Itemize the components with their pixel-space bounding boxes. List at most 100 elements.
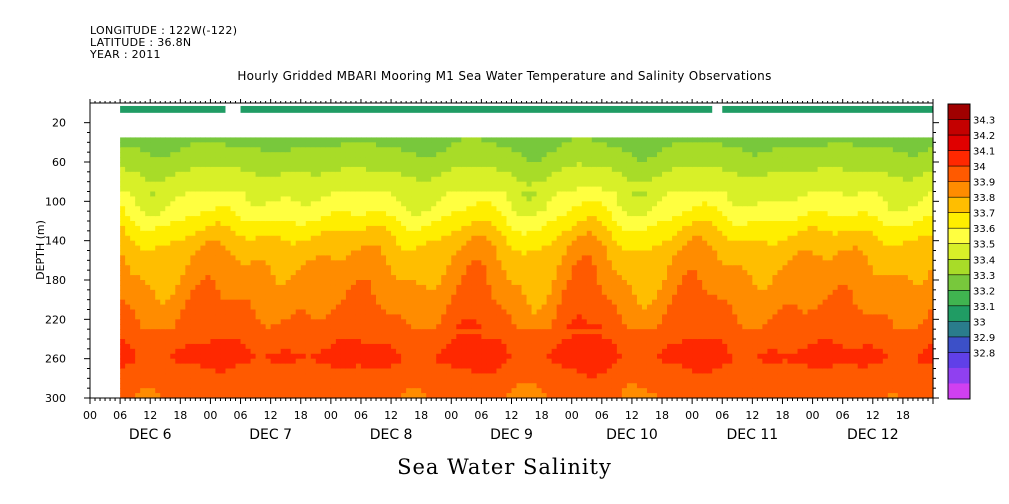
salinity-cell xyxy=(536,289,543,296)
salinity-cell xyxy=(491,304,498,311)
salinity-cell xyxy=(315,176,322,183)
salinity-cell xyxy=(541,319,548,325)
salinity-cell xyxy=(235,289,242,296)
salinity-cell xyxy=(290,186,297,193)
salinity-cell xyxy=(245,353,252,360)
salinity-cell xyxy=(205,334,212,340)
salinity-cell xyxy=(496,211,503,217)
salinity-cell xyxy=(170,388,176,394)
salinity-cell xyxy=(461,388,467,394)
salinity-cell xyxy=(586,240,593,247)
salinity-cell xyxy=(360,280,367,286)
salinity-cell xyxy=(285,363,292,370)
salinity-cell xyxy=(436,314,442,320)
salinity-cell xyxy=(376,255,382,261)
salinity-cell xyxy=(386,186,392,193)
salinity-cell xyxy=(155,309,161,316)
salinity-cell xyxy=(481,147,488,153)
salinity-cell xyxy=(180,181,186,188)
salinity-cell xyxy=(561,353,568,360)
salinity-cell xyxy=(496,201,503,207)
salinity-cell xyxy=(320,275,327,281)
salinity-cell xyxy=(290,314,297,320)
salinity-cell xyxy=(391,152,397,158)
salinity-cell xyxy=(210,157,217,163)
salinity-cell xyxy=(220,334,227,340)
salinity-cell xyxy=(350,152,357,158)
salinity-cell xyxy=(456,299,462,306)
salinity-cell xyxy=(421,329,427,335)
salinity-cell xyxy=(195,309,201,316)
salinity-cell xyxy=(426,206,432,212)
salinity-cell xyxy=(175,201,181,207)
salinity-cell xyxy=(260,294,267,301)
salinity-cell xyxy=(406,221,412,227)
salinity-cell xyxy=(155,383,161,389)
salinity-cell xyxy=(406,294,412,301)
salinity-cell xyxy=(160,240,166,247)
salinity-cell xyxy=(190,314,196,320)
salinity-cell xyxy=(260,171,267,178)
salinity-cell xyxy=(586,353,593,360)
salinity-cell xyxy=(551,225,558,232)
salinity-cell xyxy=(140,329,146,335)
salinity-cell xyxy=(401,162,407,168)
salinity-cell xyxy=(235,373,242,379)
salinity-cell xyxy=(381,314,387,320)
salinity-cell xyxy=(556,265,563,271)
salinity-cell xyxy=(360,373,367,379)
salinity-cell xyxy=(235,304,242,311)
salinity-cell xyxy=(140,235,146,242)
salinity-cell xyxy=(556,250,563,257)
salinity-cell xyxy=(561,339,568,345)
salinity-cell xyxy=(205,245,212,252)
salinity-cell xyxy=(556,230,563,237)
salinity-cell xyxy=(461,393,467,399)
salinity-cell xyxy=(436,393,442,399)
salinity-cell xyxy=(531,388,538,394)
salinity-cell xyxy=(275,284,282,291)
salinity-cell xyxy=(536,245,543,252)
salinity-cell xyxy=(566,280,573,286)
salinity-cell xyxy=(566,334,573,340)
salinity-cell xyxy=(125,270,131,276)
salinity-cell xyxy=(210,206,217,212)
salinity-cell xyxy=(476,186,482,193)
salinity-cell xyxy=(335,221,342,227)
salinity-cell xyxy=(376,235,382,242)
salinity-cell xyxy=(310,260,317,266)
salinity-cell xyxy=(586,137,593,143)
salinity-cell xyxy=(541,201,548,207)
salinity-cell xyxy=(315,358,322,365)
salinity-cell xyxy=(315,294,322,301)
salinity-cell xyxy=(571,221,578,227)
salinity-cell xyxy=(285,373,292,379)
salinity-cell xyxy=(330,206,337,212)
salinity-cell xyxy=(250,368,257,375)
salinity-cell xyxy=(315,363,322,370)
salinity-cell xyxy=(340,284,347,291)
salinity-cell xyxy=(310,353,317,360)
salinity-cell xyxy=(325,225,332,232)
salinity-cell xyxy=(360,353,367,360)
salinity-cell xyxy=(391,329,397,335)
salinity-cell xyxy=(581,289,588,296)
salinity-cell xyxy=(270,289,277,296)
salinity-cell xyxy=(325,250,332,257)
salinity-cell xyxy=(145,383,151,389)
salinity-cell xyxy=(315,348,322,355)
salinity-cell xyxy=(260,162,267,168)
salinity-cell xyxy=(416,166,422,173)
salinity-cell xyxy=(240,368,247,375)
salinity-cell xyxy=(250,216,257,222)
salinity-cell xyxy=(511,378,518,384)
salinity-cell xyxy=(185,191,191,198)
salinity-cell xyxy=(305,152,312,158)
salinity-cell xyxy=(396,373,402,379)
salinity-cell xyxy=(190,353,196,360)
salinity-cell xyxy=(355,166,362,173)
salinity-cell xyxy=(255,162,262,168)
salinity-cell xyxy=(360,348,367,355)
salinity-cell xyxy=(285,221,292,227)
salinity-cell xyxy=(280,250,287,257)
